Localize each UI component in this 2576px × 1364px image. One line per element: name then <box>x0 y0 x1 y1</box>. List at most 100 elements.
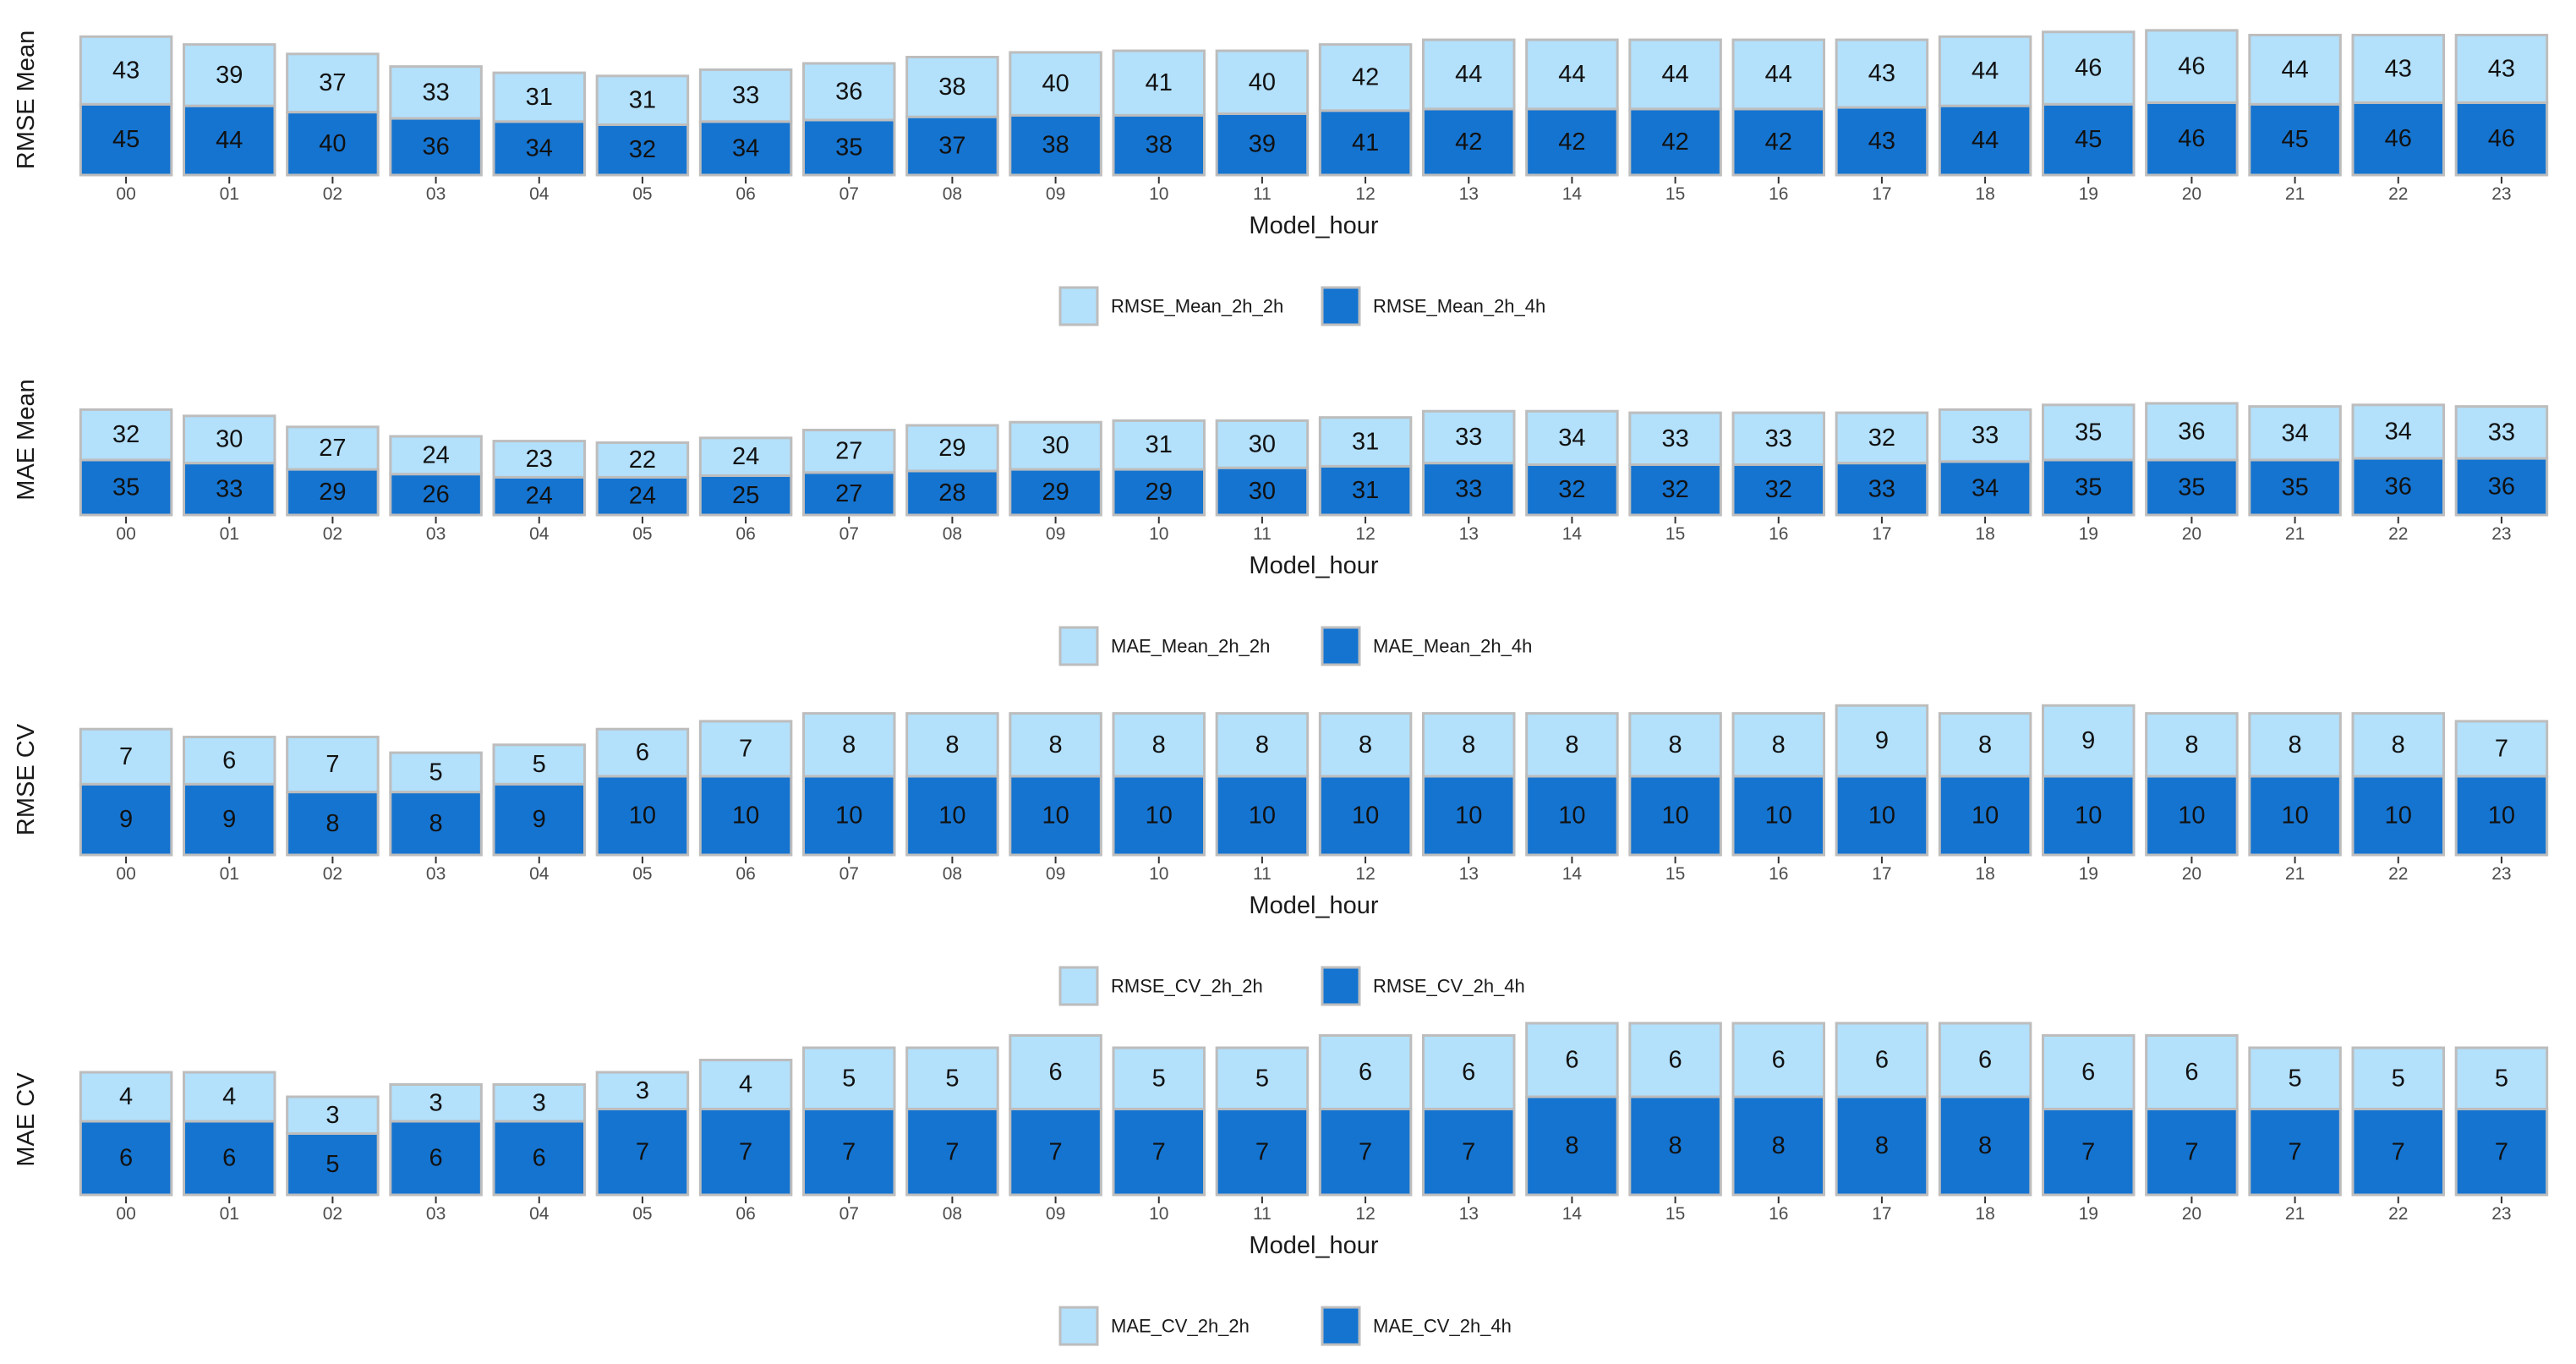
data-label-MAE_Mean_2h_4h-02: 29 <box>319 479 346 506</box>
bar-RMSE_CV_2h_2h-14 <box>1525 712 1619 778</box>
data-label-RMSE_Mean_2h_2h-17: 43 <box>1868 60 1895 87</box>
bar-MAE_CV_2h_4h-13 <box>1421 1108 1516 1197</box>
bar-MAE_CV_2h_4h-12 <box>1318 1108 1413 1197</box>
data-label-RMSE_Mean_2h_4h-03: 36 <box>422 134 449 161</box>
bar-MAE_CV_2h_4h-14 <box>1525 1095 1619 1197</box>
data-label-RMSE_CV_2h_4h-19: 10 <box>2075 803 2102 830</box>
bar-MAE_CV_2h_2h-15 <box>1628 1022 1722 1098</box>
bar-RMSE_CV_2h_4h-00 <box>79 782 173 857</box>
x-tick-label: 01 <box>220 864 239 884</box>
bar-MAE_CV_2h_2h-16 <box>1731 1022 1826 1098</box>
data-label-MAE_Mean_2h_4h-23: 36 <box>2488 474 2515 501</box>
data-label-MAE_CV_2h_4h-04: 6 <box>533 1145 546 1172</box>
data-label-MAE_Mean_2h_4h-01: 33 <box>216 475 243 502</box>
bar-MAE_Mean_2h_2h-22 <box>2351 403 2446 460</box>
data-label-RMSE_Mean_2h_2h-05: 31 <box>629 87 656 114</box>
bar-MAE_Mean_2h_4h-01 <box>182 462 276 517</box>
data-label-RMSE_Mean_2h_2h-00: 43 <box>112 57 139 84</box>
bar-MAE_CV_2h_2h-00 <box>79 1071 173 1123</box>
bar-MAE_Mean_2h_2h-21 <box>2248 405 2342 462</box>
data-label-RMSE_CV_2h_2h-16: 8 <box>1772 731 1786 759</box>
data-label-RMSE_Mean_2h_4h-21: 45 <box>2281 126 2308 153</box>
data-label-RMSE_Mean_2h_2h-20: 46 <box>2178 53 2205 80</box>
data-label-RMSE_Mean_2h_2h-22: 43 <box>2385 55 2412 82</box>
data-label-RMSE_Mean_2h_2h-07: 36 <box>835 78 862 105</box>
bar-RMSE_Mean_2h_2h-12 <box>1318 43 1413 112</box>
bar-MAE_Mean_2h_4h-12 <box>1318 464 1413 517</box>
x-tick-label: 06 <box>736 524 755 544</box>
bar-RMSE_CV_2h_4h-15 <box>1628 775 1722 857</box>
data-label-RMSE_Mean_2h_2h-16: 44 <box>1765 61 1792 88</box>
bar-MAE_Mean_2h_4h-19 <box>2041 458 2136 517</box>
data-label-MAE_Mean_2h_2h-15: 33 <box>1661 425 1688 452</box>
data-label-MAE_Mean_2h_4h-20: 35 <box>2178 474 2205 501</box>
bar-RMSE_Mean_2h_2h-21 <box>2248 33 2342 106</box>
data-label-RMSE_CV_2h_4h-02: 8 <box>325 810 339 837</box>
bar-RMSE_Mean_2h_2h-06 <box>698 68 793 123</box>
data-label-MAE_CV_2h_4h-08: 7 <box>945 1138 959 1165</box>
data-label-MAE_CV_2h_4h-19: 7 <box>2081 1138 2095 1165</box>
legend-swatch-RMSE_CV_2h_4h <box>1321 966 1361 1006</box>
data-label-RMSE_CV_2h_2h-20: 8 <box>2185 731 2198 759</box>
data-label-RMSE_Mean_2h_4h-16: 42 <box>1765 129 1792 156</box>
bar-RMSE_Mean_2h_2h-03 <box>389 65 483 120</box>
data-label-RMSE_CV_2h_2h-13: 8 <box>1462 731 1475 759</box>
x-tick-label: 00 <box>116 524 135 544</box>
bar-RMSE_CV_2h_2h-02 <box>286 736 380 794</box>
x-tick-label: 02 <box>323 864 342 884</box>
x-tick-label: 11 <box>1253 184 1272 204</box>
data-label-MAE_CV_2h_2h-12: 6 <box>1359 1059 1372 1086</box>
x-tick-label: 09 <box>1046 524 1065 544</box>
bar-MAE_Mean_2h_2h-02 <box>286 425 380 471</box>
data-label-MAE_CV_2h_4h-22: 7 <box>2392 1138 2405 1165</box>
bar-MAE_Mean_2h_4h-04 <box>492 475 587 517</box>
data-label-RMSE_CV_2h_4h-20: 10 <box>2178 803 2205 830</box>
data-label-RMSE_Mean_2h_4h-05: 32 <box>629 136 656 163</box>
data-label-MAE_Mean_2h_2h-09: 30 <box>1042 432 1069 459</box>
x-tick-label: 04 <box>529 524 550 544</box>
x-tick-label: 15 <box>1665 864 1685 884</box>
x-tick-label: 13 <box>1459 524 1479 544</box>
data-label-RMSE_Mean_2h_2h-18: 44 <box>1972 58 1999 85</box>
bar-RMSE_Mean_2h_2h-11 <box>1215 49 1310 115</box>
data-label-MAE_Mean_2h_2h-11: 30 <box>1249 430 1276 457</box>
data-label-MAE_Mean_2h_2h-08: 29 <box>938 435 965 462</box>
data-label-RMSE_Mean_2h_4h-14: 42 <box>1558 129 1585 156</box>
data-label-RMSE_Mean_2h_4h-22: 46 <box>2385 125 2412 152</box>
legend-swatch-MAE_Mean_2h_4h <box>1321 626 1361 666</box>
bar-RMSE_Mean_2h_2h-01 <box>182 43 276 107</box>
x-tick-label: 02 <box>323 1204 342 1224</box>
x-tick-label: 00 <box>116 184 135 204</box>
x-tick-label: 17 <box>1872 1204 1891 1224</box>
data-label-RMSE_Mean_2h_4h-11: 39 <box>1249 131 1276 158</box>
data-label-MAE_Mean_2h_4h-21: 35 <box>2281 474 2308 501</box>
y-axis-title: RMSE Mean <box>13 30 40 169</box>
bar-RMSE_Mean_2h_4h-09 <box>1009 113 1102 177</box>
data-label-RMSE_CV_2h_2h-11: 8 <box>1255 731 1269 759</box>
x-tick-label: 21 <box>2285 524 2305 544</box>
data-label-MAE_Mean_2h_2h-10: 31 <box>1146 431 1173 458</box>
bar-MAE_CV_2h_4h-05 <box>595 1108 690 1197</box>
data-label-MAE_CV_2h_4h-15: 8 <box>1669 1132 1682 1159</box>
bar-RMSE_CV_2h_4h-04 <box>492 782 587 857</box>
x-tick-label: 19 <box>2079 1204 2098 1224</box>
data-label-RMSE_CV_2h_2h-09: 8 <box>1049 731 1063 759</box>
bar-RMSE_CV_2h_2h-08 <box>905 712 999 778</box>
x-tick-label: 19 <box>2079 864 2098 884</box>
data-label-MAE_CV_2h_4h-13: 7 <box>1462 1138 1475 1165</box>
data-label-MAE_CV_2h_4h-17: 8 <box>1875 1132 1889 1159</box>
x-tick-label: 12 <box>1355 184 1375 204</box>
data-label-RMSE_CV_2h_4h-04: 9 <box>533 806 546 833</box>
data-label-MAE_Mean_2h_4h-22: 36 <box>2385 474 2412 501</box>
x-tick-label: 20 <box>2182 1204 2201 1224</box>
data-label-MAE_Mean_2h_4h-13: 33 <box>1455 475 1482 502</box>
x-tick-label: 23 <box>2491 1204 2511 1224</box>
data-label-MAE_CV_2h_4h-07: 7 <box>842 1138 856 1165</box>
data-label-MAE_CV_2h_2h-16: 6 <box>1772 1047 1786 1074</box>
x-tick-label: 21 <box>2285 1204 2305 1224</box>
data-label-MAE_CV_2h_2h-07: 5 <box>842 1065 856 1092</box>
bar-MAE_CV_2h_2h-06 <box>698 1059 793 1110</box>
data-label-MAE_Mean_2h_2h-19: 35 <box>2075 419 2102 446</box>
bar-RMSE_CV_2h_4h-16 <box>1731 775 1826 857</box>
data-label-MAE_CV_2h_4h-11: 7 <box>1255 1138 1269 1165</box>
